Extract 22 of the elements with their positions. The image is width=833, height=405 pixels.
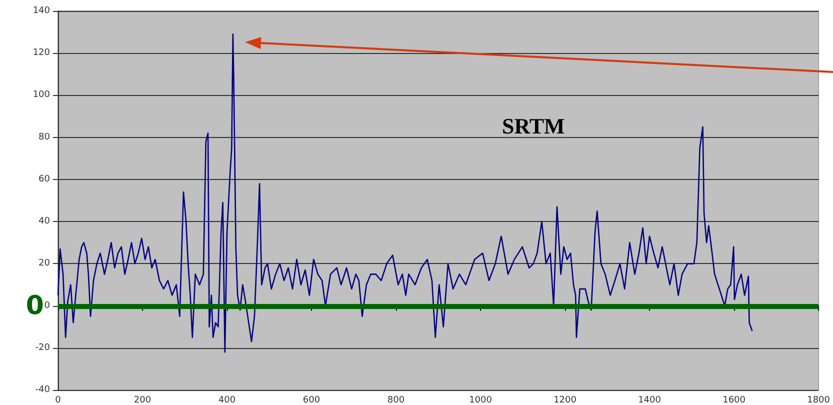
x-tick-label: 1200 (554, 396, 577, 405)
line-series (57, 34, 753, 353)
annotation: SRTM (502, 114, 566, 138)
y-tick-label: 20 (38, 258, 50, 269)
y-tick-label: 80 (38, 132, 50, 142)
y-tick-label: 100 (32, 90, 50, 100)
y-tick-label: 60 (38, 174, 50, 184)
x-tick-label: 200 (134, 396, 152, 405)
y-tick-label: -20 (35, 342, 50, 353)
x-tick-label: 800 (387, 396, 405, 405)
y-tick-label: 0 (44, 300, 50, 311)
x-tick-label: 600 (302, 396, 320, 405)
x-tick-label: 1800 (807, 396, 830, 405)
y-tick-label: 120 (32, 48, 50, 58)
y-tick-label: 40 (38, 216, 50, 227)
x-tick-label: 1600 (722, 396, 746, 405)
y-tick-label: -40 (35, 385, 50, 395)
x-tick-label: 1400 (638, 396, 662, 405)
x-tick-label: 0 (55, 396, 62, 405)
x-tick-label: 400 (218, 396, 236, 405)
y-tick-label: 140 (32, 6, 50, 16)
x-tick-label: 1000 (469, 396, 492, 405)
